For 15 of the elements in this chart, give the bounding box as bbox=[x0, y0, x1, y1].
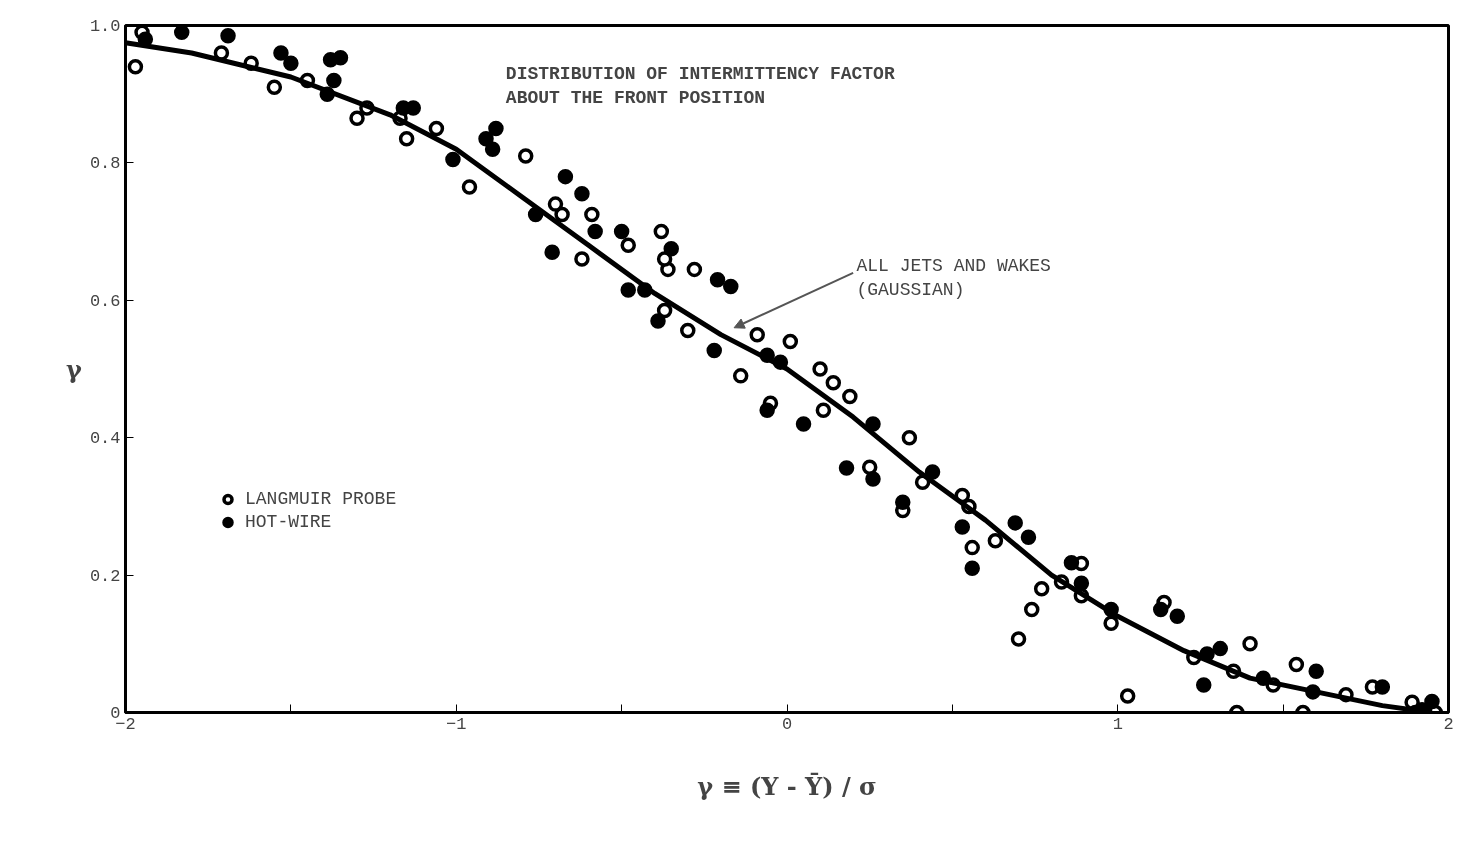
annotation: ALL JETS AND WAKES (GAUSSIAN) bbox=[856, 256, 1051, 301]
x-tick-label: 0 bbox=[781, 714, 793, 734]
y-axis-title: γ bbox=[66, 354, 83, 384]
x-tick-label: −1 bbox=[446, 714, 467, 734]
annotation: DISTRIBUTION OF INTERMITTENCY FACTOR ABOUT THE FRONT POSITION bbox=[505, 63, 895, 108]
legend-label: LANGMUIR PROBE bbox=[245, 489, 397, 509]
x-axis-title: γ ≡ (Y - Ȳ) / σ bbox=[697, 771, 877, 801]
x-tick-label: 2 bbox=[1443, 714, 1454, 734]
y-tick-label: 0.2 bbox=[89, 566, 121, 586]
y-tick-label: 0.6 bbox=[89, 291, 121, 311]
y-tick-label: 0.4 bbox=[89, 429, 121, 449]
legend-label: HOT-WIRE bbox=[245, 512, 332, 532]
y-tick-label: 0.8 bbox=[89, 154, 121, 174]
y-tick-label: 1.0 bbox=[89, 17, 121, 36]
x-tick-label: 1 bbox=[1112, 714, 1123, 734]
